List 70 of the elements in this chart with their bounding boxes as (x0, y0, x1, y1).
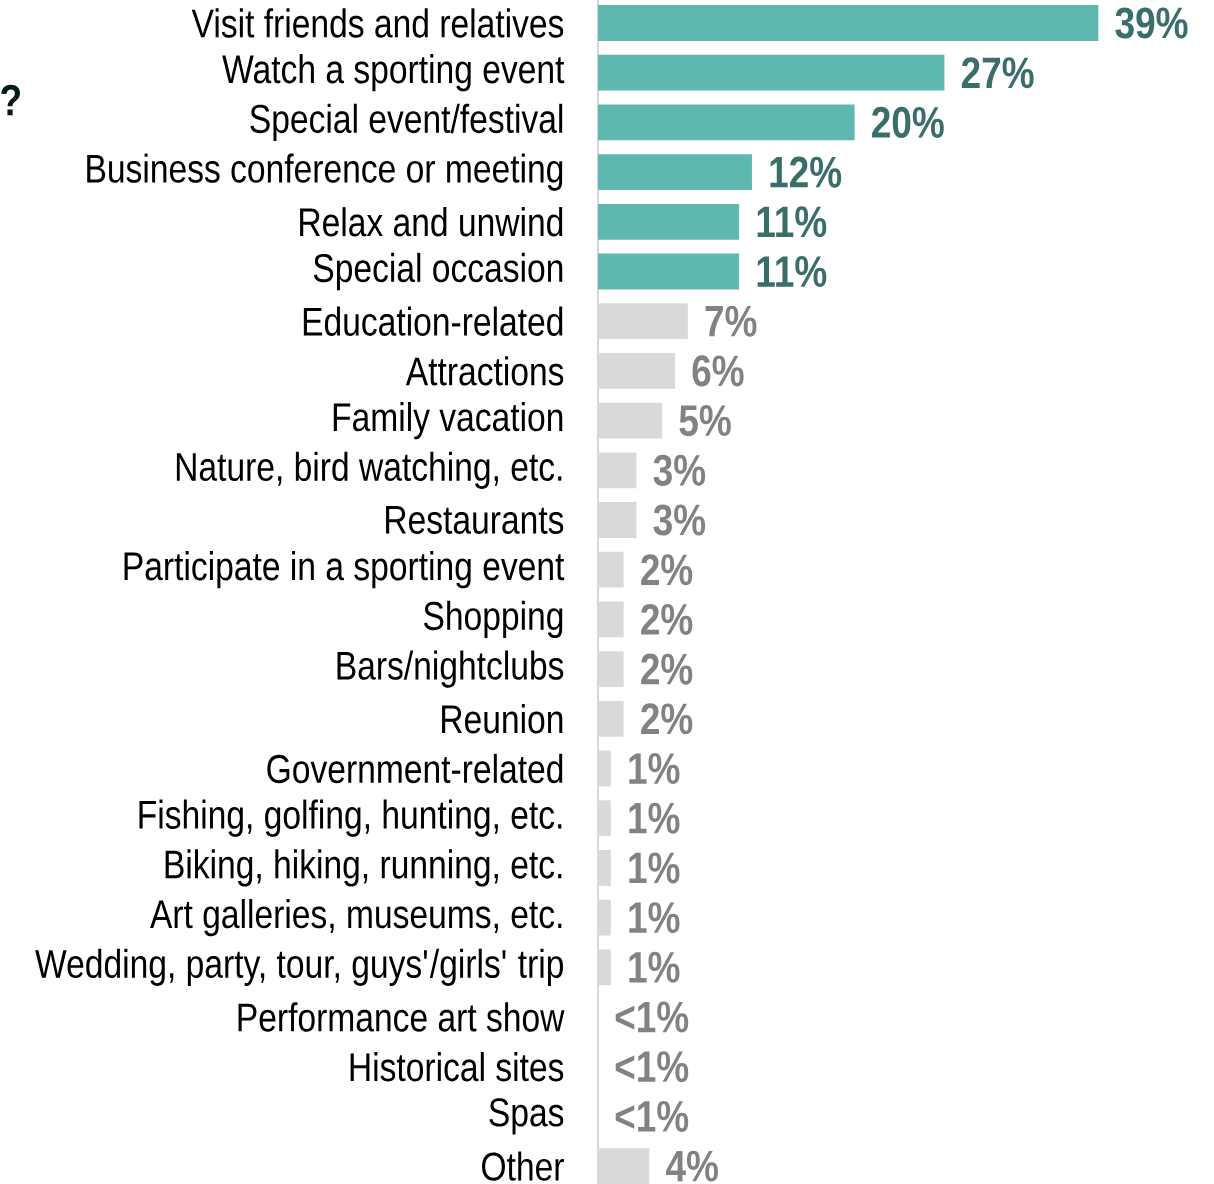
data-label: 1% (629, 902, 680, 934)
bar (597, 253, 740, 290)
data-label: 27% (961, 57, 1034, 89)
data-label: 2% (641, 603, 693, 635)
bar (597, 551, 624, 588)
data-label: 3% (653, 504, 706, 536)
data-label: 11% (757, 256, 827, 287)
y-tick-label: Performance art show (238, 1002, 565, 1032)
y-tick-label: Art galleries, museums, etc. (149, 898, 562, 937)
y-tick-label: Family vacation (333, 401, 563, 440)
bar (597, 104, 855, 141)
text: <1% (615, 1100, 689, 1132)
y-tick-label: Other (482, 1151, 564, 1181)
bar (597, 949, 611, 986)
y-tick-label: Attractions (405, 356, 564, 386)
y-tick-label: Biking, hiking, running, etc. (165, 849, 562, 887)
bar (597, 452, 637, 489)
data-label: 5% (679, 405, 731, 437)
bar (597, 154, 752, 190)
bar (597, 1148, 650, 1184)
y-tick-label: Business conference or meeting (87, 153, 563, 191)
data-label: 3% (653, 454, 706, 486)
y-tick-label: Education-related (303, 306, 563, 336)
y-tick-label: Shopping (424, 600, 563, 639)
bar (597, 502, 637, 538)
bar (597, 402, 663, 439)
y-tick-label: Nature, bird watching, etc. (176, 451, 562, 489)
bar (597, 5, 1099, 41)
bar (597, 353, 675, 389)
bar (597, 303, 688, 340)
data-label: 6% (692, 355, 744, 387)
data-label: 1% (629, 852, 680, 884)
bar (597, 800, 611, 837)
bar (597, 203, 740, 240)
y-tick-label: Special occasion (313, 252, 563, 291)
data-label: 2% (641, 554, 693, 586)
bar (597, 750, 611, 787)
text: <1% (615, 1051, 689, 1083)
y-tick-label: Relax and unwind (300, 207, 563, 237)
y-tick-label: Government-related (267, 753, 563, 784)
bar (597, 700, 624, 737)
data-label: 7% (705, 305, 757, 337)
y-tick-label: Historical sites (350, 1052, 564, 1082)
y-tick-label: Restaurants (386, 506, 564, 534)
bar (597, 899, 611, 936)
data-label: 12% (770, 156, 842, 188)
data-label: 1% (629, 753, 680, 784)
y-tick-label: Bars/nightclubs (337, 650, 564, 688)
data-label: 1% (629, 951, 680, 983)
data-label: 20% (872, 106, 944, 138)
data-label: 2% (641, 703, 693, 735)
data-label: 39% (1115, 7, 1188, 39)
y-tick-label: Wedding, party, tour, guys'/girls' trip (35, 948, 563, 986)
y-tick-label: Visit friends and relatives (191, 8, 564, 38)
bar (597, 54, 945, 91)
y-tick-label: Participate in a sporting event (124, 551, 565, 589)
text: <1% (615, 1001, 689, 1033)
data-label: 1% (629, 802, 680, 834)
data-label: 11% (757, 206, 827, 238)
bar (597, 850, 611, 886)
data-label: 4% (666, 1150, 718, 1182)
y-tick-label: Fishing, golfing, hunting, etc. (139, 799, 562, 837)
text: ? (1, 84, 20, 116)
bar (597, 651, 624, 687)
y-tick-label: Special event/festival (250, 103, 563, 142)
y-tick-label: Spas (489, 1098, 564, 1135)
bar (597, 601, 624, 638)
y-tick-label: Reunion (442, 704, 563, 734)
y-tick-label: Watch a sporting event (222, 54, 565, 92)
data-label: 2% (641, 653, 693, 685)
